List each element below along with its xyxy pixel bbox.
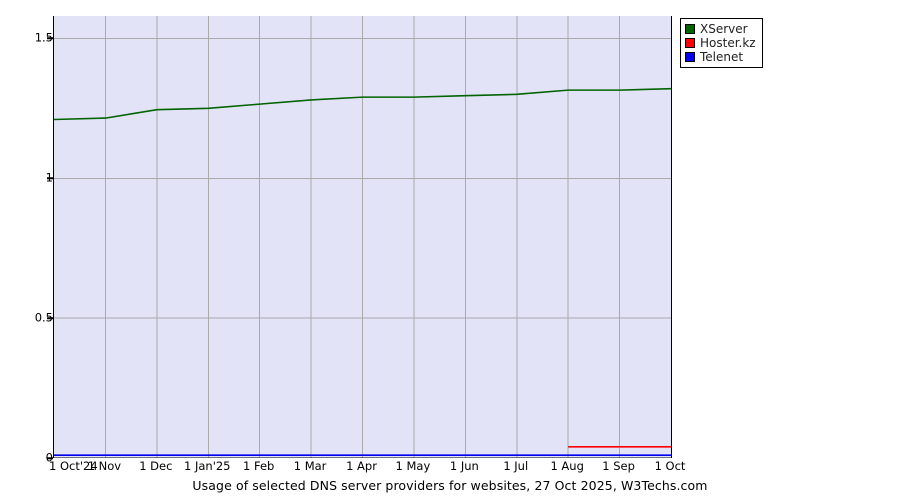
x-tick-label: 1 Sep — [602, 459, 635, 473]
legend-item-label: XServer — [700, 22, 748, 36]
y-tick-label: 1.5 — [34, 30, 53, 45]
x-tick-label: 1 Feb — [242, 459, 275, 473]
legend-item: Telenet — [685, 50, 756, 64]
legend-swatch-icon — [685, 38, 695, 48]
plot-area — [53, 16, 672, 458]
legend-swatch-icon — [685, 52, 695, 62]
x-tick-label: 1 Apr — [346, 459, 377, 473]
legend-swatch-icon — [685, 24, 695, 34]
legend-item: Hoster.kz — [685, 36, 756, 50]
chart-legend: XServer Hoster.kz Telenet — [680, 18, 763, 68]
y-tick-mark — [47, 37, 53, 40]
x-tick-label: 1 Oct'24 — [49, 459, 98, 473]
legend-item: XServer — [685, 22, 756, 36]
legend-item-label: Telenet — [700, 50, 744, 64]
plot-svg — [54, 16, 671, 458]
x-tick-label: 1 Nov — [87, 459, 122, 473]
x-tick-label: 1 Jan'25 — [184, 459, 231, 473]
legend-item-label: Hoster.kz — [700, 36, 756, 50]
y-tick-mark — [47, 177, 53, 179]
x-tick-label: 1 Aug — [550, 459, 584, 473]
x-tick-label: 1 Jun — [449, 459, 479, 473]
x-tick-label: 1 May — [395, 459, 431, 473]
x-tick-label: 1 Oct — [654, 459, 686, 473]
chart-caption: Usage of selected DNS server providers f… — [192, 478, 708, 493]
y-tick-mark — [47, 457, 53, 459]
y-tick-label: 0.5 — [34, 310, 53, 325]
series-line-xserver — [54, 87, 671, 121]
x-tick-label: 1 Mar — [293, 459, 327, 473]
x-tick-label: 1 Dec — [139, 459, 173, 473]
y-tick-mark — [47, 317, 53, 319]
y-axis: 00.511.5 — [0, 0, 53, 500]
x-axis: 1 Oct'24 1 Nov 1 Dec 1 Jan'25 1 Feb 1 Mar 1 Ap… — [0, 458, 900, 480]
x-tick-label: 1 Jul — [503, 459, 529, 473]
